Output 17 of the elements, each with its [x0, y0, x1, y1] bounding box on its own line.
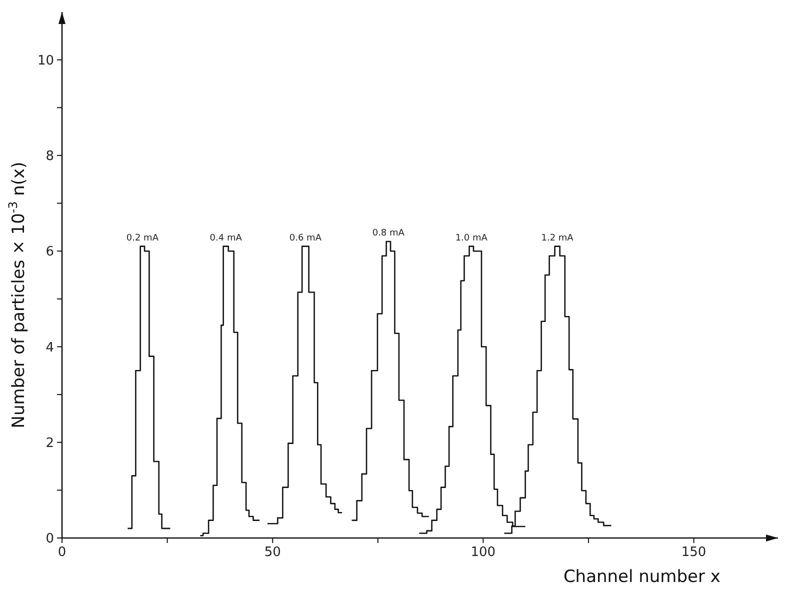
series-label: 0.2 mA — [126, 233, 160, 244]
y-tick-label: 0 — [46, 532, 54, 547]
x-tick-label: 150 — [681, 545, 706, 560]
series-label: 0.8 mA — [372, 228, 406, 239]
series-label: 1.0 mA — [455, 233, 488, 244]
series-label: 0.4 mA — [210, 233, 243, 244]
series-label: 0.6 mA — [289, 233, 322, 244]
x-axis-title: Channel number x — [563, 567, 720, 587]
x-tick-label: 100 — [470, 545, 496, 560]
series-label: 1.2 mA — [541, 233, 574, 244]
x-tick-label: 0 — [58, 545, 66, 560]
y-tick-label: 4 — [46, 340, 54, 356]
y-tick-label: 6 — [46, 244, 54, 260]
y-tick-label: 8 — [46, 149, 54, 164]
y-tick-label: 10 — [37, 53, 54, 68]
y-tick-label: 2 — [46, 436, 54, 451]
x-tick-label: 50 — [264, 545, 281, 560]
